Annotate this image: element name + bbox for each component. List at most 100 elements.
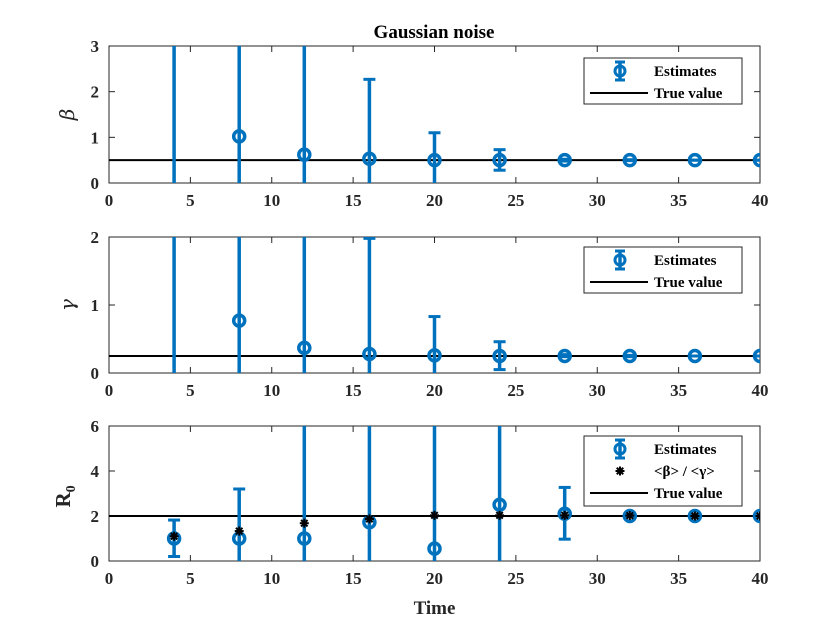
- panel-beta-xtick-label: 40: [752, 191, 769, 210]
- panel-gamma-ytick-label: 1: [91, 296, 100, 315]
- panel-beta-xtick-label: 35: [670, 191, 687, 210]
- panel-gamma-estimate-point: [752, 348, 760, 364]
- panel-beta-xtick-label: 0: [105, 191, 114, 210]
- panel-R0-ratio-point: [299, 518, 309, 528]
- panel-beta-xtick-label: 10: [263, 191, 280, 210]
- panel-gamma-xtick-label: 5: [186, 381, 195, 400]
- panel-gamma-legend-label: True value: [654, 275, 723, 291]
- panel-beta-ytick-label: 1: [91, 128, 100, 147]
- panel-R0-ratio-point-stroke-d2: [690, 512, 699, 520]
- panel-R0-ytick-label: 6: [91, 417, 100, 436]
- panel-beta-ylabel: β: [55, 109, 79, 122]
- panel-R0-plot-area: [109, 426, 760, 561]
- panel-R0-ratio-point: [169, 531, 179, 541]
- panel-gamma-estimate-point: [427, 348, 442, 363]
- panel-R0-estimate-point: [687, 508, 703, 524]
- panel-beta-estimate-point: [752, 152, 760, 168]
- panel-R0-ratio-point: [755, 511, 760, 521]
- panel-R0-legend-label: Estimates: [654, 442, 717, 458]
- panel-gamma-xtick-label: 20: [426, 381, 443, 400]
- panel-R0-legend: Estimates <β> / <γ> True value: [583, 435, 743, 507]
- panel-beta-estimate-point: [622, 152, 638, 168]
- panel-R0-estimate-point: [622, 508, 638, 524]
- panel-R0-ratio-point-stroke-d2: [170, 532, 179, 541]
- panel-gamma-xtick-label: 40: [752, 381, 769, 400]
- panel-beta-estimate-point: [557, 152, 572, 168]
- panel-gamma-legend-estimates-glyph-marker: [613, 253, 627, 267]
- panel-R0-xtick-label: 15: [345, 569, 362, 588]
- panel-R0-xtick-label: 20: [426, 569, 443, 588]
- panel-gamma-xtick-label: 35: [670, 381, 687, 400]
- panel-beta-xtick-label: 15: [345, 191, 362, 210]
- panel-R0-ratio-point: [364, 514, 374, 524]
- panel-R0-legend-estimates-glyph-marker: [613, 442, 627, 456]
- panel-beta-xtick-label: 5: [186, 191, 195, 210]
- panel-R0-ytick-label: 2: [91, 507, 100, 526]
- panel-R0-ratio-point: [625, 511, 635, 521]
- panel-beta-xtick-label: 30: [589, 191, 606, 210]
- panel-R0-legend-ratio-glyph-stroke-d2: [616, 467, 624, 475]
- panel-R0-ratio-point-stroke-d2: [756, 514, 760, 520]
- panel-gamma-xtick-label: 25: [507, 381, 524, 400]
- panel-R0-legend-ratio-glyph: [615, 466, 625, 476]
- panel-R0-estimate-point: [492, 497, 507, 512]
- panel-R0-xtick-label: 0: [105, 569, 114, 588]
- panel-gamma-ytick-label: 2: [91, 228, 100, 247]
- panel-R0-ratio-point-stroke-d2: [430, 511, 439, 520]
- panel-R0-xtick-label: 30: [589, 569, 606, 588]
- panel-beta-legend-estimates-glyph-marker: [613, 64, 627, 78]
- panel-gamma-plot-area: [109, 237, 760, 373]
- panel-beta-estimate-point: [231, 129, 247, 144]
- panel-beta-plot-area: [109, 46, 760, 183]
- panel-R0-ratio-point-stroke-d2: [495, 511, 504, 520]
- panel-gamma-estimate-point: [622, 348, 638, 364]
- panel-beta-estimate-point: [362, 151, 377, 167]
- panel-beta-ytick-label: 2: [91, 83, 100, 102]
- panel-R0-ratio-point: [690, 511, 700, 521]
- panel-gamma-legend-box: [583, 246, 743, 294]
- panel-R0-ytick-label: 0: [91, 552, 100, 571]
- panel-beta-legend-box: [583, 57, 743, 105]
- panel-R0-ylabel-sub: 0: [64, 485, 79, 492]
- panel-R0-ratio-point-stroke-d2: [235, 527, 244, 536]
- panel-beta-estimate-point: [427, 152, 442, 168]
- panel-R0-estimate-point: [427, 541, 442, 556]
- panel-beta-legend-label: True value: [654, 86, 723, 102]
- panel-R0-ratio-point-stroke-d1: [756, 512, 760, 518]
- panel-beta-estimate-point: [492, 152, 507, 168]
- panel-gamma-estimate-point: [492, 348, 507, 364]
- panel-R0-ratio-point-stroke-d2: [300, 519, 309, 528]
- panel-beta-estimate-point: [297, 147, 312, 162]
- panel-beta: 0 5 10 15 20 25 30 35 40 0 1 2 3 β Estimates True value: [55, 37, 769, 210]
- panel-R0-estimate-point: [297, 531, 312, 546]
- panel-beta-ytick-label: 0: [91, 174, 100, 193]
- panel-gamma-xtick-label: 30: [589, 381, 606, 400]
- panel-beta-legend-label: Estimates: [654, 64, 717, 80]
- panel-gamma-legend: Estimates True value: [583, 246, 743, 294]
- panel-gamma-estimate-point: [687, 348, 703, 364]
- panel-beta-estimate-point: [687, 152, 703, 168]
- panel-beta-legend: Estimates True value: [583, 57, 743, 105]
- panel-gamma: 0 5 10 15 20 25 30 35 40 0 1 2 γ Estimates True value: [55, 228, 769, 400]
- panel-gamma-xtick-label: 0: [105, 381, 114, 400]
- panel-R0-ratio-point-stroke-d2: [365, 514, 374, 523]
- panel-beta-xtick-label: 20: [426, 191, 443, 210]
- panel-R0-ytick-label: 4: [91, 462, 100, 481]
- panel-R0-estimate-point: [752, 508, 760, 524]
- panel-R0-ratio-point: [234, 526, 244, 536]
- figure-title: Gaussian noise: [374, 22, 495, 43]
- panel-R0-xtick-label: 5: [186, 569, 195, 588]
- panel-gamma-xtick-label: 10: [263, 381, 280, 400]
- panel-R0-xtick-label: 40: [752, 569, 769, 588]
- panel-gamma-ylabel: γ: [55, 299, 79, 311]
- panel-R0-ratio-point: [495, 510, 505, 520]
- panel-R0-xtick-label: 25: [507, 569, 524, 588]
- panel-gamma-legend-label: Estimates: [654, 253, 717, 269]
- panel-R0-xtick-label: 35: [670, 569, 687, 588]
- panel-gamma-estimate-point: [231, 313, 247, 328]
- panel-R0-ylabel-main: R: [51, 492, 75, 508]
- panel-R0-xlabel: Time: [414, 598, 456, 619]
- panel-gamma-estimate-point: [362, 346, 377, 362]
